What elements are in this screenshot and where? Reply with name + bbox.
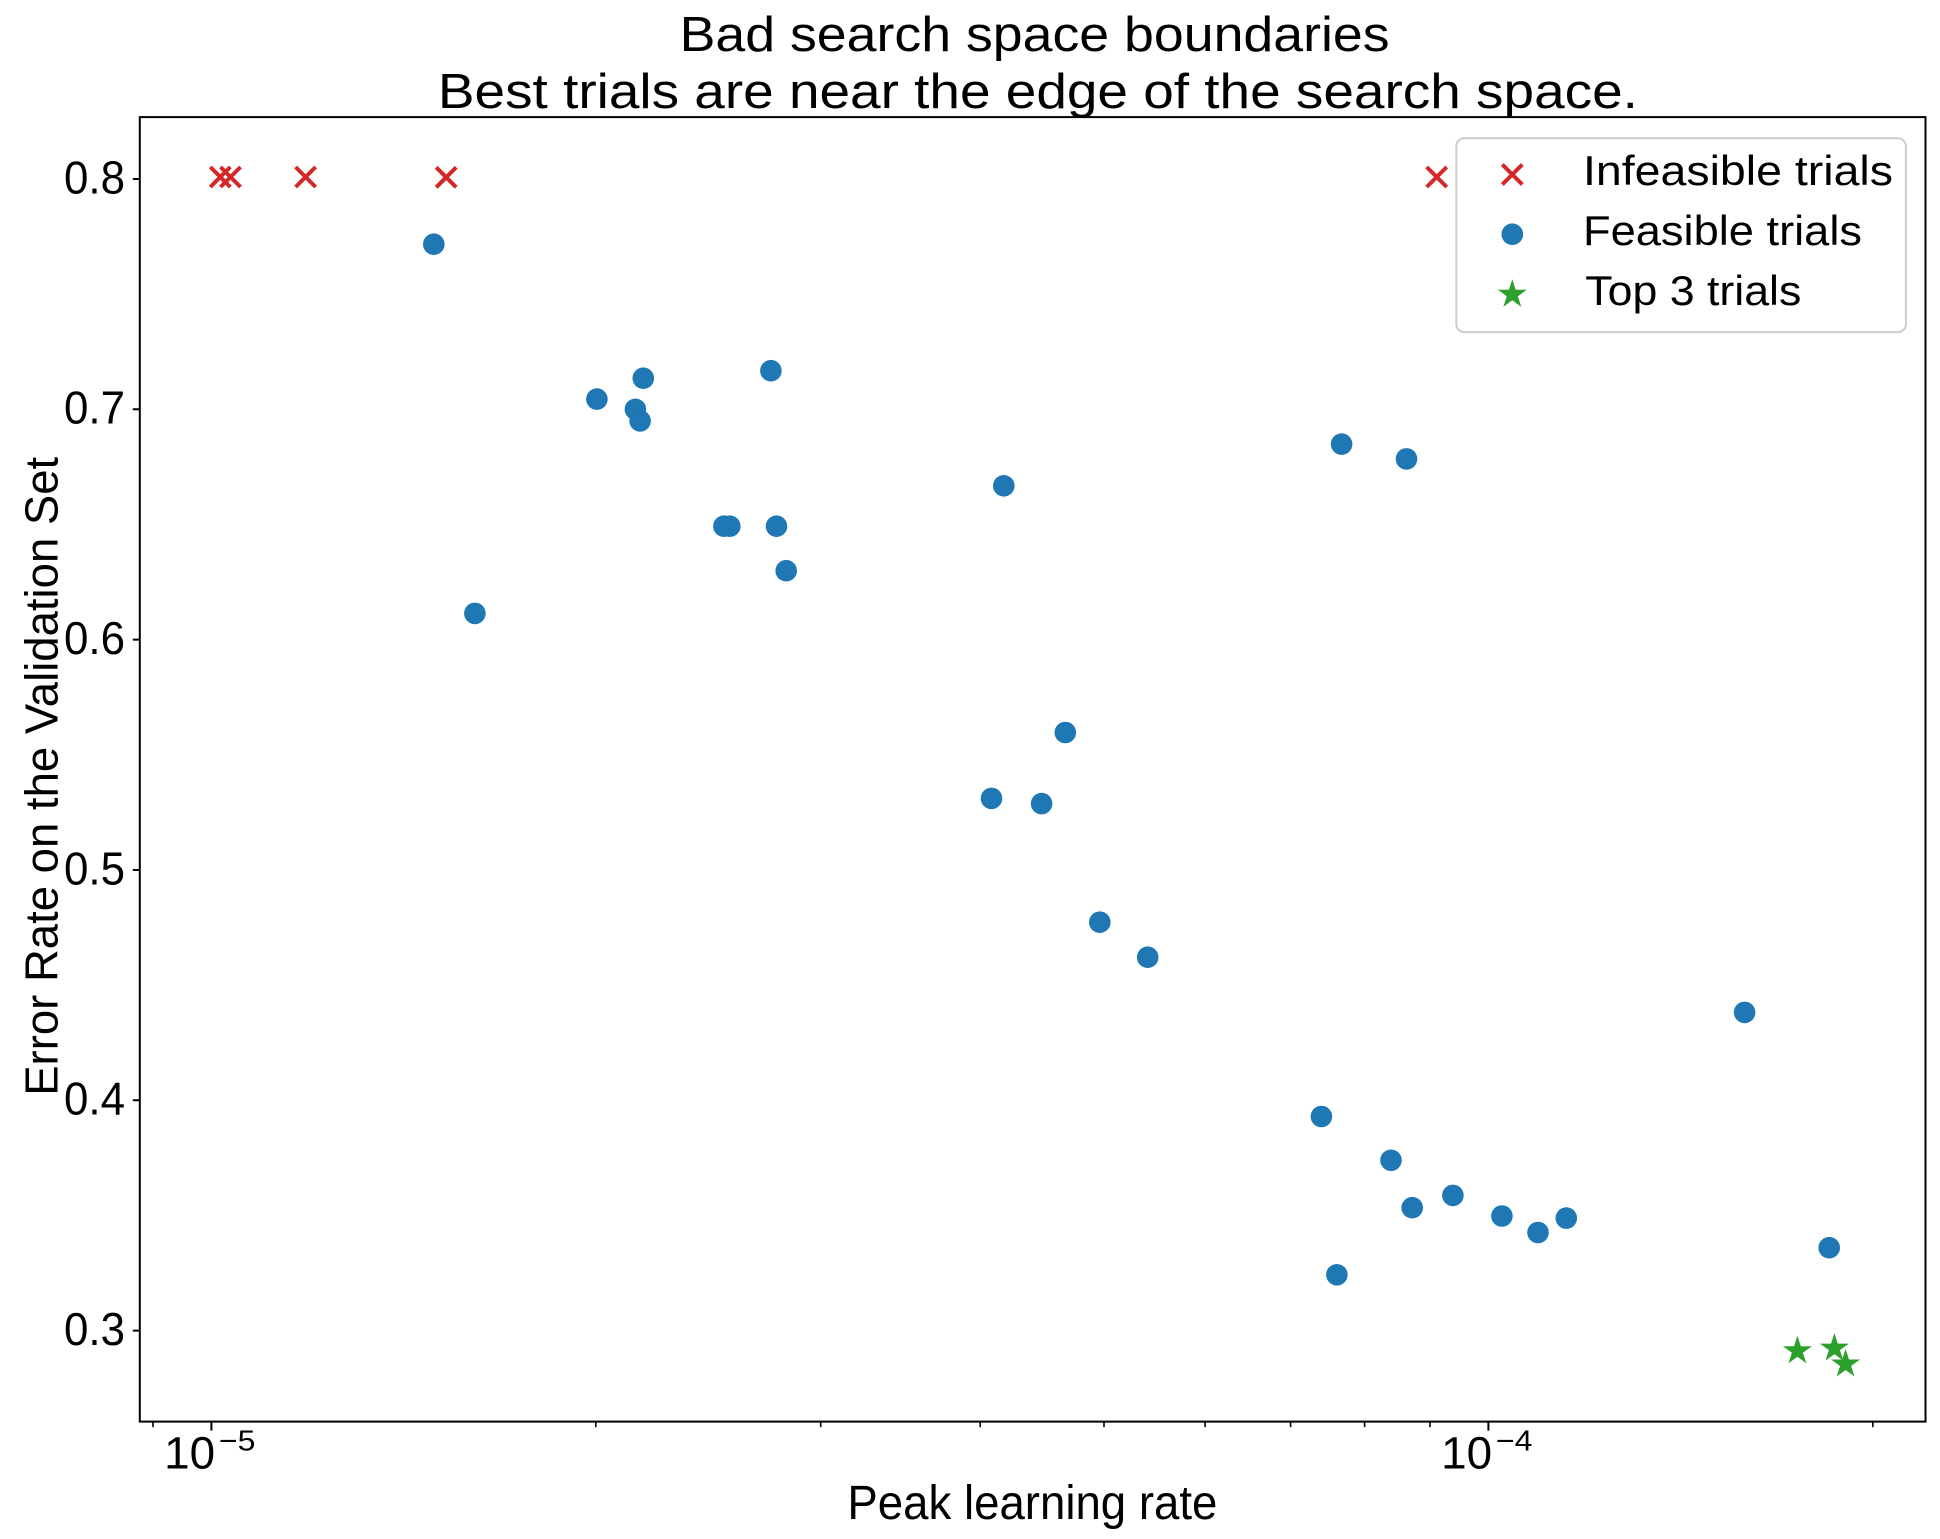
svg-text:Peak learning rate: Peak learning rate bbox=[847, 1476, 1217, 1530]
svg-text:Best trials are near the edge: Best trials are near the edge of the sea… bbox=[438, 64, 1638, 119]
svg-text:0.6: 0.6 bbox=[64, 612, 125, 664]
svg-text:−4: −4 bbox=[1496, 1426, 1533, 1458]
svg-text:0.8: 0.8 bbox=[64, 151, 125, 203]
svg-text:Infeasible trials: Infeasible trials bbox=[1583, 147, 1893, 194]
svg-text:Error Rate on the Validation S: Error Rate on the Validation Set bbox=[16, 457, 68, 1096]
svg-text:−5: −5 bbox=[219, 1426, 256, 1458]
svg-text:10: 10 bbox=[164, 1428, 215, 1479]
svg-text:Bad search space boundaries: Bad search space boundaries bbox=[680, 7, 1390, 62]
svg-text:0.4: 0.4 bbox=[64, 1073, 125, 1125]
svg-text:0.5: 0.5 bbox=[64, 842, 125, 894]
svg-text:Top 3 trials: Top 3 trials bbox=[1585, 267, 1801, 314]
svg-text:10: 10 bbox=[1441, 1428, 1492, 1479]
svg-text:Feasible trials: Feasible trials bbox=[1583, 207, 1862, 254]
svg-text:0.7: 0.7 bbox=[64, 382, 125, 434]
svg-text:0.3: 0.3 bbox=[64, 1303, 125, 1355]
